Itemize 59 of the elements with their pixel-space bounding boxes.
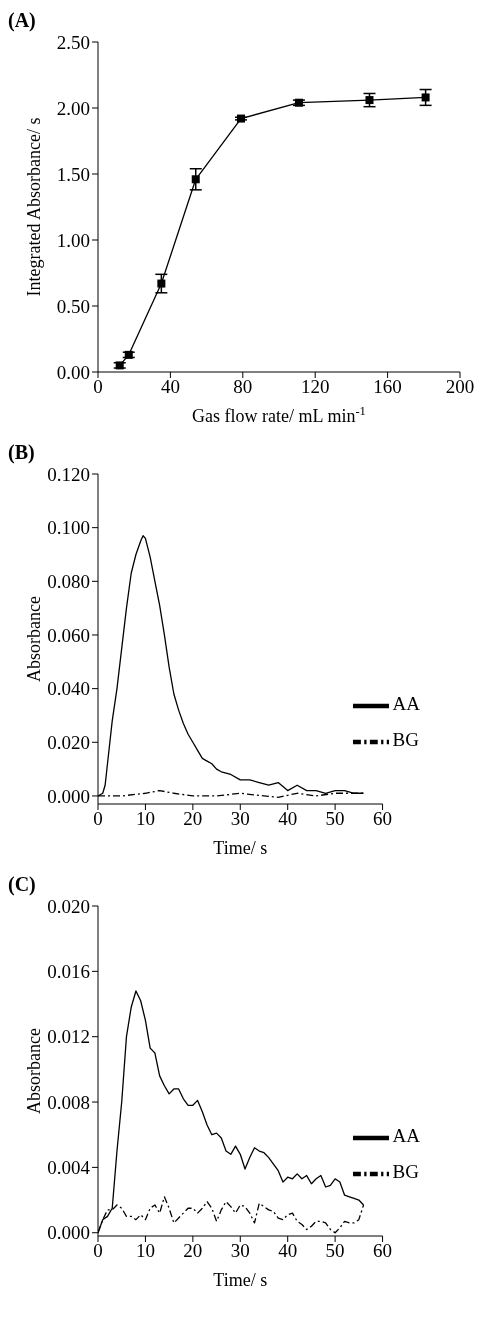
y-axis-title: Integrated Absorbance/ s bbox=[24, 117, 44, 297]
x-tick-label: 30 bbox=[230, 1240, 250, 1262]
x-tick-label: 10 bbox=[135, 1240, 155, 1262]
y-tick-label: 0.000 bbox=[47, 1222, 90, 1244]
x-tick-label: 120 bbox=[300, 376, 330, 398]
y-tick-label: 0.040 bbox=[47, 678, 90, 700]
y-tick-label: 0.000 bbox=[47, 785, 90, 807]
point bbox=[157, 279, 166, 288]
point bbox=[294, 98, 303, 107]
point bbox=[365, 96, 374, 105]
legend-label: AA bbox=[392, 693, 420, 715]
y-tick-label: 0.080 bbox=[47, 571, 90, 593]
x-tick-label: 60 bbox=[373, 808, 393, 830]
legend-label: AA bbox=[392, 1125, 420, 1147]
x-axis-title: Gas flow rate/ mL min$^{-1}$ bbox=[192, 404, 366, 426]
x-tick-label: 0 bbox=[93, 376, 103, 398]
y-tick-label: 2.50 bbox=[56, 31, 90, 53]
point bbox=[191, 175, 200, 184]
legend-label: BG bbox=[392, 1161, 419, 1183]
y-tick-label: 1.00 bbox=[56, 229, 90, 251]
chart-title: (C) bbox=[8, 872, 37, 896]
y-tick-label: 0.020 bbox=[47, 895, 90, 917]
legend-label: BG bbox=[392, 729, 419, 751]
y-axis-title: Absorbance bbox=[24, 1028, 44, 1114]
x-tick-label: 160 bbox=[373, 376, 402, 398]
point bbox=[124, 350, 133, 359]
y-tick-label: 0.012 bbox=[47, 1026, 90, 1048]
chart-title: (A) bbox=[8, 8, 37, 32]
x-tick-label: 60 bbox=[373, 1240, 393, 1262]
x-tick-label: 20 bbox=[183, 808, 203, 830]
y-tick-label: 0.120 bbox=[47, 463, 90, 485]
point bbox=[236, 114, 245, 123]
y-tick-label: 0.016 bbox=[47, 961, 90, 983]
x-tick-label: 30 bbox=[230, 808, 250, 830]
x-tick-label: 80 bbox=[233, 376, 253, 398]
x-tick-label: 10 bbox=[135, 808, 155, 830]
x-tick-label: 0 bbox=[93, 1240, 103, 1262]
x-tick-label: 50 bbox=[325, 1240, 345, 1262]
x-tick-label: 200 bbox=[445, 376, 475, 398]
y-axis-title: Absorbance bbox=[24, 596, 44, 682]
y-tick-label: 1.50 bbox=[56, 163, 90, 185]
y-tick-label: 0.100 bbox=[47, 517, 90, 539]
point bbox=[421, 93, 430, 102]
x-tick-label: 50 bbox=[325, 808, 345, 830]
y-tick-label: 0.004 bbox=[47, 1157, 91, 1179]
y-tick-label: 0.00 bbox=[56, 361, 90, 383]
y-tick-label: 0.50 bbox=[56, 295, 90, 317]
y-tick-label: 0.060 bbox=[47, 624, 90, 646]
chart-title: (B) bbox=[8, 440, 36, 464]
x-tick-label: 0 bbox=[93, 808, 103, 830]
x-tick-label: 40 bbox=[160, 376, 180, 398]
y-tick-label: 2.00 bbox=[56, 97, 90, 119]
x-tick-label: 20 bbox=[183, 1240, 203, 1262]
x-tick-label: 40 bbox=[278, 808, 298, 830]
y-tick-label: 0.008 bbox=[47, 1091, 90, 1113]
x-tick-label: 40 bbox=[278, 1240, 298, 1262]
y-tick-label: 0.020 bbox=[47, 732, 90, 754]
x-axis-title: Time/ s bbox=[213, 838, 268, 858]
x-axis-title: Time/ s bbox=[213, 1270, 268, 1290]
